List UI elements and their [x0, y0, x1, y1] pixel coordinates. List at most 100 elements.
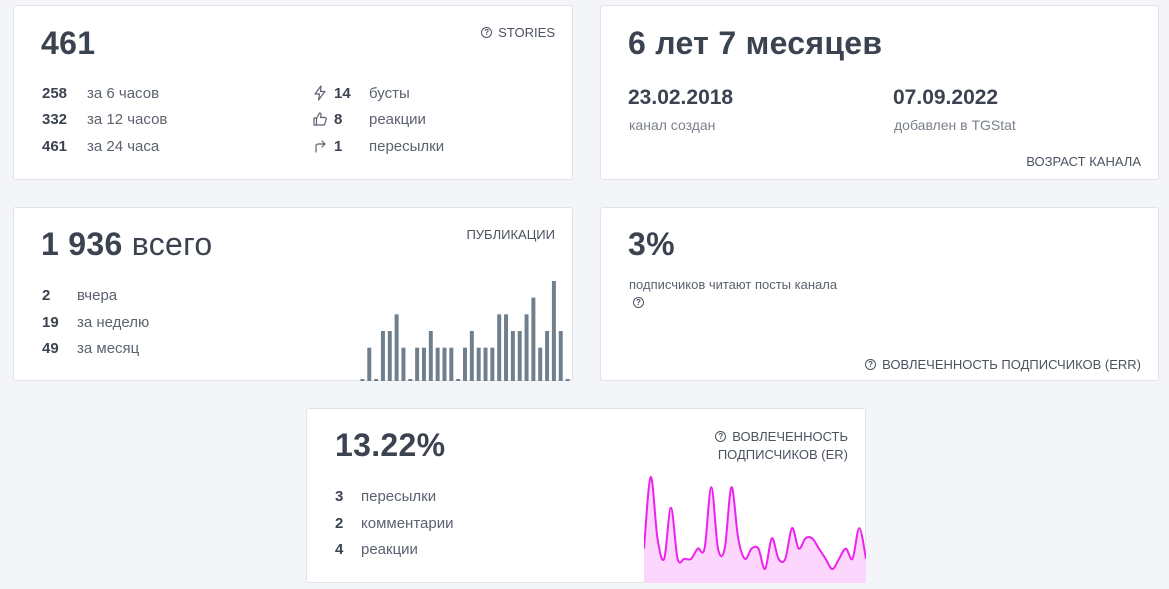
publication-bar	[490, 347, 495, 381]
publication-bar	[565, 379, 570, 381]
stories-row-6h: 258 за 6 часов	[42, 84, 159, 102]
thumbs-up-icon	[313, 112, 327, 126]
channel-age-tag: ВОЗРАСТ КАНАЛА	[1026, 154, 1141, 169]
publication-bar	[538, 347, 543, 381]
publication-bar	[469, 331, 474, 381]
er-row-comments: 2 комментарии	[335, 514, 453, 532]
publication-bar	[483, 347, 488, 381]
boosts-label: бусты	[369, 84, 410, 102]
added-date: 07.09.2022	[893, 86, 999, 109]
err-tag[interactable]: ? ВОВЛЕЧЕННОСТЬ ПОДПИСЧИКОВ (ERR)	[865, 357, 1141, 372]
created-date: 23.02.2018	[628, 86, 734, 109]
publications-row-label: за месяц	[77, 339, 140, 357]
er-row-num: 4	[335, 540, 344, 558]
publication-bar	[387, 331, 392, 381]
publications-row-num: 49	[42, 339, 59, 357]
er-line	[644, 475, 866, 571]
er-row-label: комментарии	[361, 514, 454, 532]
publication-bar	[428, 331, 433, 381]
stories-tag-label: STORIES	[498, 25, 555, 40]
publications-row-label: вчера	[77, 286, 118, 304]
channel-age-card: 6 лет 7 месяцев 23.02.2018 канал создан …	[600, 5, 1159, 180]
reactions-stat: 8 реакции	[312, 110, 426, 128]
publications-row-num: 19	[42, 313, 59, 331]
err-card: 3% подписчиков читают посты канала ? ? В…	[600, 207, 1159, 381]
added-label: добавлен в TGStat	[894, 117, 1016, 133]
err-tag-label: ВОВЛЕЧЕННОСТЬ ПОДПИСЧИКОВ (ERR)	[882, 357, 1141, 372]
er-card: 13.22% ? ВОВЛЕЧЕННОСТЬ ПОДПИСЧИКОВ (ER) …	[306, 408, 866, 583]
stories-row-num: 332	[42, 110, 68, 128]
publications-row-label: за неделю	[77, 313, 150, 331]
publications-total-suffix: всего	[131, 226, 213, 262]
publications-row-week: 19 за неделю	[42, 313, 149, 331]
forwards-stat: 1 пересылки	[312, 137, 444, 155]
er-row-num: 3	[335, 487, 344, 505]
er-row-forwards: 3 пересылки	[335, 487, 436, 505]
help-icon: ?	[481, 27, 493, 38]
publication-bar	[463, 347, 467, 381]
er-tag-label-1: ВОВЛЕЧЕННОСТЬ	[732, 429, 848, 444]
reactions-num: 8	[334, 110, 343, 128]
help-icon: ?	[715, 431, 727, 442]
publication-bar	[421, 347, 426, 381]
er-row-reactions: 4 реакции	[335, 540, 418, 558]
publication-bar	[394, 314, 399, 381]
er-row-label: пересылки	[361, 487, 437, 505]
forwards-label: пересылки	[369, 137, 445, 155]
lightning-icon	[314, 85, 326, 101]
publication-bar	[401, 347, 406, 381]
share-arrow-icon	[315, 140, 326, 153]
publication-bar	[415, 347, 420, 381]
publication-bar	[380, 331, 385, 381]
boosts-num: 14	[334, 84, 351, 102]
help-icon[interactable]: ?	[633, 297, 644, 308]
publication-bar	[374, 379, 379, 381]
publication-bar	[517, 331, 522, 381]
stories-row-num: 258	[42, 84, 68, 102]
stories-row-label: за 24 часа	[87, 137, 160, 155]
channel-age-value: 6 лет 7 месяцев	[628, 25, 883, 61]
er-area-fill	[644, 476, 866, 583]
publications-row-month: 49 за месяц	[42, 339, 139, 357]
publication-bar	[442, 347, 447, 381]
stories-row-label: за 12 часов	[87, 110, 168, 128]
stories-row-24h: 461 за 24 часа	[42, 137, 159, 155]
er-row-num: 2	[335, 514, 344, 532]
publications-card: 1 936 всего ПУБЛИКАЦИИ 2 вчера 19 за нед…	[13, 207, 573, 381]
er-tag-line1: ? ВОВЛЕЧЕННОСТЬ	[715, 429, 848, 444]
publications-tag[interactable]: ПУБЛИКАЦИИ	[466, 227, 555, 242]
publication-bar	[497, 314, 502, 381]
publications-total: 1 936 всего	[41, 226, 212, 263]
publications-total-value: 1 936	[41, 226, 123, 262]
publications-row-num: 2	[42, 286, 51, 304]
er-tag-label-2: ПОДПИСЧИКОВ (ER)	[717, 447, 848, 462]
boosts-stat: 14 бусты	[312, 84, 410, 102]
forwards-num: 1	[334, 137, 343, 155]
publication-bar	[456, 379, 461, 381]
created-label: канал создан	[629, 117, 716, 133]
publication-bar	[551, 281, 556, 381]
stories-card: 461 ? STORIES 258 за 6 часов 332 за 12 ч…	[13, 5, 573, 180]
er-tag[interactable]: ? ВОВЛЕЧЕННОСТЬ ПОДПИСЧИКОВ (ER)	[715, 429, 848, 462]
publication-bar	[435, 347, 440, 381]
stories-count: 461	[41, 25, 96, 61]
reactions-label: реакции	[369, 110, 426, 128]
publication-bar	[504, 314, 509, 381]
publications-bar-chart	[360, 281, 570, 381]
err-value: 3%	[628, 226, 675, 262]
publication-bar	[531, 297, 536, 381]
stories-tag[interactable]: ? STORIES	[481, 25, 555, 40]
er-area-chart	[644, 475, 866, 583]
stories-row-label: за 6 часов	[87, 84, 160, 102]
publication-bar	[476, 347, 481, 381]
er-row-label: реакции	[361, 540, 418, 558]
publication-bar	[449, 347, 454, 381]
err-description: подписчиков читают посты канала	[629, 277, 838, 292]
publication-bar	[524, 314, 529, 381]
publications-row-yesterday: 2 вчера	[42, 286, 117, 304]
publication-bar	[367, 347, 372, 381]
publication-bar	[545, 331, 550, 381]
stories-row-num: 461	[42, 137, 68, 155]
publication-bar	[510, 331, 515, 381]
er-value: 13.22%	[335, 427, 446, 463]
